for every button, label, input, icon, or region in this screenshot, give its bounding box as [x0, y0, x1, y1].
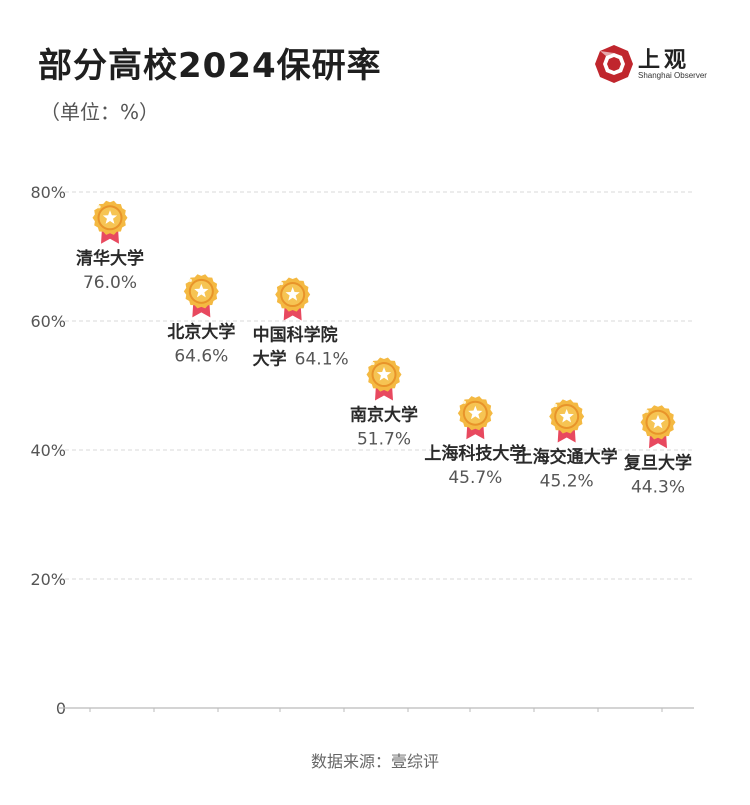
chart-title: 部分高校2024保研率 — [38, 46, 382, 86]
medal-icon — [275, 277, 311, 321]
logo-subtitle: Shanghai Observer — [638, 71, 707, 80]
value-label: 51.7% — [357, 430, 411, 450]
medal-star — [376, 367, 392, 381]
medal-sparkle — [371, 361, 375, 366]
medal-sparkle — [97, 205, 101, 209]
medal-sparkle — [645, 409, 649, 413]
medal-icon — [640, 405, 676, 449]
school-label: 上海科技大学 — [424, 443, 526, 464]
y-tick-label: 40% — [30, 441, 66, 460]
medal-star — [468, 405, 483, 420]
medal-icon — [457, 396, 493, 440]
data-source: 数据来源：壹综评 — [310, 752, 439, 771]
medal-icon — [549, 399, 585, 443]
value-label: 64.6% — [174, 346, 228, 366]
medal-icon — [92, 200, 128, 244]
school-label: 中国科学院 — [253, 325, 338, 346]
medal-sparkle — [554, 403, 558, 408]
medal-star — [285, 287, 300, 301]
medal-star — [194, 283, 209, 298]
unit-label: （单位：%） — [40, 100, 160, 124]
value-label: 64.1% — [295, 350, 349, 370]
y-tick-label: 20% — [30, 570, 66, 589]
school-label: 复旦大学 — [623, 452, 692, 473]
school-label: 清华大学 — [76, 248, 144, 269]
school-label: 上海交通大学 — [516, 446, 618, 467]
medal-star — [559, 408, 574, 423]
medal-sparkle — [280, 281, 284, 286]
medal-star — [650, 414, 666, 429]
value-label: 76.0% — [83, 273, 137, 293]
value-label: 45.2% — [540, 471, 594, 491]
medal-icon — [366, 357, 402, 401]
medal-sparkle — [462, 400, 466, 404]
y-tick-label: 80% — [30, 183, 66, 202]
logo: 上观 Shanghai Observer — [594, 42, 724, 86]
logo-name: 上观 — [638, 48, 691, 73]
medal-sparkle — [188, 278, 192, 282]
logo-mark-icon — [595, 45, 633, 83]
school-label: 南京大学 — [350, 405, 418, 426]
medal-icon — [183, 274, 219, 318]
school-label: 北京大学 — [167, 321, 235, 342]
y-tick-label: 60% — [30, 312, 66, 331]
school-label-line2: 大学 — [253, 349, 287, 370]
value-label: 45.7% — [448, 468, 502, 488]
value-label: 44.3% — [631, 477, 685, 497]
medal-star — [102, 210, 118, 224]
